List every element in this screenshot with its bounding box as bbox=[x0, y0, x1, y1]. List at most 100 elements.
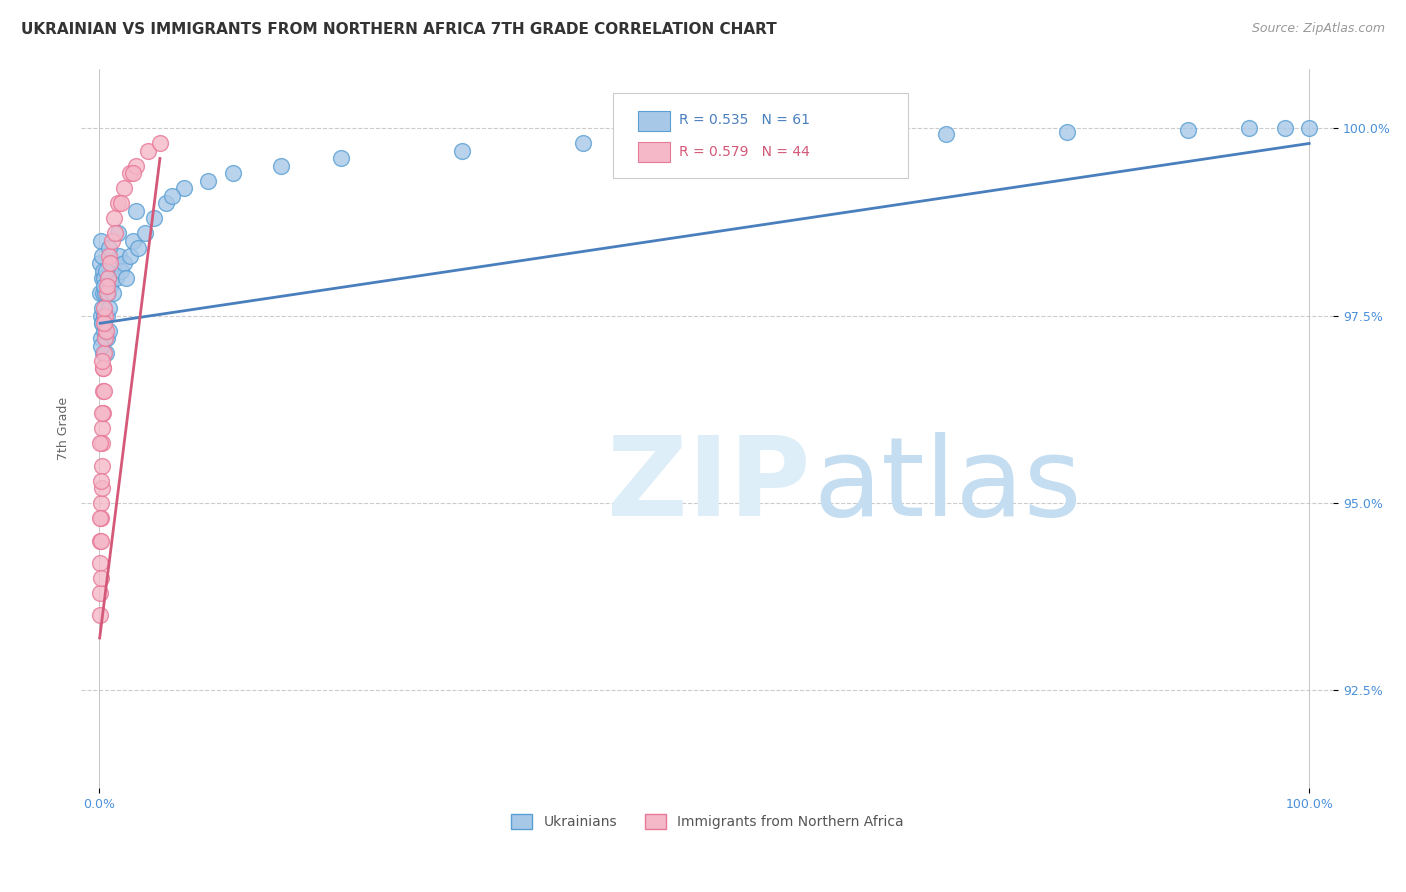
Point bbox=[90, 458, 112, 473]
Point bbox=[90, 234, 112, 248]
Point bbox=[693, 133, 716, 147]
Point bbox=[107, 227, 129, 241]
Point bbox=[173, 181, 195, 195]
Point bbox=[97, 286, 120, 301]
Point bbox=[91, 264, 114, 278]
Point bbox=[572, 136, 595, 151]
Point bbox=[91, 316, 114, 330]
Point bbox=[94, 286, 117, 301]
Point bbox=[89, 511, 111, 525]
Point bbox=[125, 159, 148, 173]
Point bbox=[97, 324, 120, 338]
Point bbox=[91, 249, 114, 263]
Point bbox=[149, 136, 172, 151]
Point bbox=[142, 211, 165, 226]
Point bbox=[91, 316, 114, 330]
Point bbox=[98, 278, 121, 293]
Point bbox=[105, 271, 128, 285]
Point bbox=[122, 234, 145, 248]
Point bbox=[118, 166, 141, 180]
FancyBboxPatch shape bbox=[613, 93, 908, 178]
Point bbox=[89, 286, 111, 301]
Point bbox=[98, 249, 121, 263]
Point bbox=[1274, 121, 1296, 136]
Point bbox=[90, 353, 112, 368]
Point bbox=[93, 309, 115, 323]
Point bbox=[103, 211, 125, 226]
Point bbox=[100, 271, 122, 285]
Point bbox=[1237, 121, 1260, 136]
Point bbox=[96, 278, 118, 293]
Point bbox=[89, 608, 111, 623]
Point bbox=[90, 571, 112, 585]
Point bbox=[93, 346, 115, 360]
Point bbox=[91, 436, 114, 450]
Point bbox=[94, 346, 117, 360]
Point bbox=[91, 406, 114, 420]
Point bbox=[89, 586, 111, 600]
Point bbox=[94, 331, 117, 345]
Point bbox=[96, 286, 118, 301]
Point bbox=[107, 249, 129, 263]
Point bbox=[98, 301, 121, 316]
Point bbox=[93, 301, 115, 316]
Point bbox=[90, 406, 112, 420]
Point bbox=[93, 278, 115, 293]
Point bbox=[94, 309, 117, 323]
Bar bbox=[638, 111, 669, 131]
Point bbox=[91, 286, 114, 301]
Point bbox=[101, 286, 124, 301]
Text: R = 0.579   N = 44: R = 0.579 N = 44 bbox=[679, 145, 810, 159]
Point bbox=[93, 271, 115, 285]
Point bbox=[112, 256, 135, 270]
Point bbox=[90, 331, 112, 345]
Point bbox=[1298, 121, 1320, 136]
Point bbox=[197, 174, 219, 188]
Point bbox=[103, 256, 125, 270]
Point bbox=[100, 234, 122, 248]
Point bbox=[89, 436, 111, 450]
Point bbox=[90, 496, 112, 510]
Point bbox=[221, 166, 243, 180]
Point bbox=[94, 324, 117, 338]
Point bbox=[96, 309, 118, 323]
Point bbox=[110, 264, 132, 278]
Point bbox=[814, 128, 837, 143]
Point bbox=[90, 271, 112, 285]
Point bbox=[270, 159, 292, 173]
Point bbox=[90, 533, 112, 548]
Legend: Ukrainians, Immigrants from Northern Africa: Ukrainians, Immigrants from Northern Afr… bbox=[506, 809, 908, 835]
Point bbox=[451, 144, 474, 158]
Point bbox=[118, 249, 141, 263]
Point bbox=[330, 152, 353, 166]
Text: atlas: atlas bbox=[814, 433, 1083, 540]
Point bbox=[89, 556, 111, 570]
Point bbox=[91, 421, 114, 435]
Point bbox=[122, 166, 145, 180]
Text: UKRAINIAN VS IMMIGRANTS FROM NORTHERN AFRICA 7TH GRADE CORRELATION CHART: UKRAINIAN VS IMMIGRANTS FROM NORTHERN AF… bbox=[21, 22, 778, 37]
Point bbox=[155, 196, 177, 211]
Y-axis label: 7th Grade: 7th Grade bbox=[58, 397, 70, 459]
Point bbox=[94, 264, 117, 278]
Point bbox=[115, 271, 138, 285]
Point bbox=[97, 271, 120, 285]
Point bbox=[134, 227, 156, 241]
Point bbox=[91, 346, 114, 360]
Point bbox=[93, 324, 115, 338]
Point bbox=[89, 533, 111, 548]
Point bbox=[136, 144, 159, 158]
Text: R = 0.535   N = 61: R = 0.535 N = 61 bbox=[679, 113, 810, 128]
Point bbox=[91, 361, 114, 376]
Text: ZIP: ZIP bbox=[607, 433, 810, 540]
Point bbox=[1056, 125, 1078, 139]
Point bbox=[98, 241, 121, 255]
Point bbox=[90, 309, 112, 323]
Point bbox=[93, 316, 115, 330]
Point bbox=[90, 301, 112, 316]
Point bbox=[89, 256, 111, 270]
Point bbox=[94, 331, 117, 345]
Bar bbox=[638, 142, 669, 162]
Point bbox=[160, 189, 183, 203]
Point bbox=[90, 481, 112, 495]
Point bbox=[98, 256, 121, 270]
